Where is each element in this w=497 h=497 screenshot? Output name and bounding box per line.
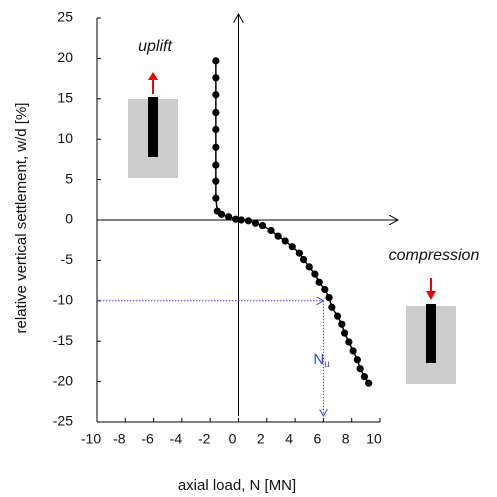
data-point [365,379,373,387]
x-tick-label: 2 [257,431,265,447]
uplift-icon [128,72,178,178]
x-tick-label: 10 [366,431,382,447]
y-tick-label: 0 [65,211,73,227]
data-point [341,329,349,337]
data-point [274,232,282,240]
data-point [299,255,308,264]
x-tick-label: -8 [113,431,126,447]
data-point [305,263,313,271]
y-tick-label: 25 [57,9,73,25]
data-point [321,285,329,294]
data-point [212,57,220,65]
data-point [212,125,220,134]
data-point [311,270,319,278]
data-point [258,222,267,230]
data-point [237,216,245,224]
x-tick-label: 0 [229,431,237,447]
y-tick-label: -15 [53,332,73,348]
data-point [212,161,220,169]
data-point [315,278,323,286]
y-tick-label: -10 [53,292,73,308]
data-point [281,237,289,245]
data-point [232,215,240,223]
data-point [212,194,220,202]
x-tick-label: -2 [198,431,211,447]
y-tick-label: -5 [61,251,74,267]
x-tick-label: -10 [81,431,101,447]
compression-label: compression [389,247,480,264]
data-point [212,143,220,151]
data-point [267,226,275,235]
y-tick-label: 10 [57,130,73,146]
compression-icon [406,278,456,384]
nu-symbol: N [313,351,324,368]
data-point [345,338,353,346]
x-tick-label: 6 [314,431,322,447]
nu-subscript: u [324,359,330,370]
x-axis-label: axial load, N [MN] [178,477,296,494]
data-point [295,249,303,257]
y-tick-label: -20 [53,372,73,388]
data-point [217,210,226,218]
y-axis-label: relative vertical settlement, w/d [%] [13,103,30,334]
nu-label: Nu [313,351,329,370]
data-point [328,303,336,311]
x-tick-label: 8 [342,431,350,447]
x-tick-label: -4 [170,431,183,447]
data-point [224,213,233,221]
data-point [338,320,346,328]
data-point [212,74,220,82]
data-point [244,217,253,225]
data-point [288,243,296,251]
data-point [349,347,357,355]
y-tick-label: 5 [65,170,73,186]
data-point [212,108,220,117]
data-point [356,365,364,373]
data-point [325,293,333,302]
data-point [333,312,342,320]
data-point [212,177,220,185]
y-tick-label: 20 [57,49,73,65]
y-tick-label: 15 [57,90,73,106]
uplift-label: uplift [138,38,172,55]
x-tick-label: -6 [141,431,154,447]
data-point [353,356,361,364]
data-point [212,91,220,99]
y-tick-label: -25 [53,413,73,429]
data-point [251,219,260,227]
x-tick-label: 4 [285,431,293,447]
data-point [360,373,369,381]
